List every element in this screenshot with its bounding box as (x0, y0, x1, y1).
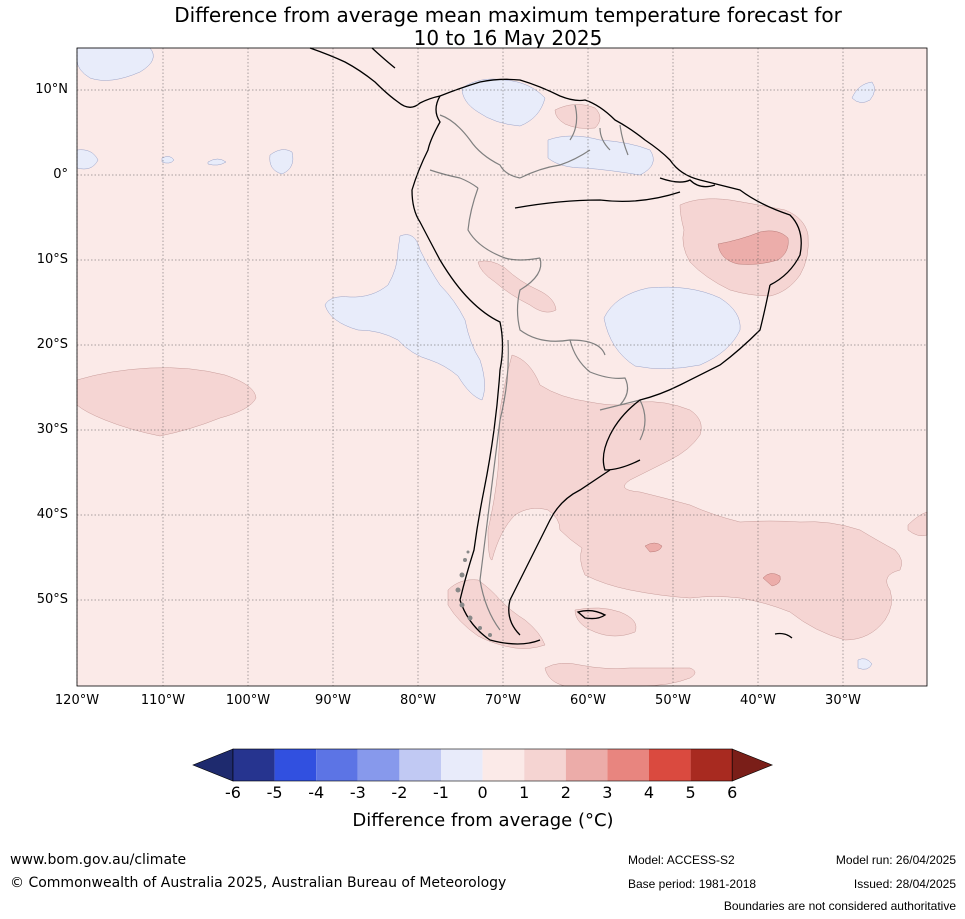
colorbar-swatch (233, 749, 275, 781)
colorbar-swatch (357, 749, 400, 781)
chart-title: Difference from average mean maximum tem… (0, 4, 965, 50)
title-line-1: Difference from average mean maximum tem… (174, 3, 842, 27)
positive-region-argentina (487, 354, 902, 641)
border-bolivia (516, 257, 606, 356)
strong-region-atlantic1 (644, 542, 663, 553)
base-period: Base period: 1981-2018 (628, 877, 757, 891)
border-paraguay (569, 339, 629, 406)
coast-falklands (576, 609, 607, 620)
border-brazil-venezuela (519, 149, 591, 179)
colorbar-tick-label: 2 (560, 783, 571, 802)
colorbar-swatch (565, 749, 608, 781)
longitude-label: 100°W (225, 693, 271, 708)
colorbar-swatch (524, 749, 566, 781)
colorbar-swatch (690, 749, 733, 781)
strong-region-ne-brazil (717, 230, 789, 265)
negative-region-small1 (161, 156, 175, 164)
copyright-text: © Commonwealth of Australia 2025, Austra… (10, 875, 507, 891)
longitude-label: 60°W (570, 693, 606, 708)
colorbar-tick-label: 5 (685, 783, 696, 802)
border-peru-brazil (467, 187, 541, 261)
longitude-label: 50°W (655, 693, 691, 708)
longitude-label: 30°W (825, 693, 861, 708)
colorbar-tick-label: -6 (225, 783, 241, 802)
map-panel (76, 47, 928, 687)
latitude-label: 0° (53, 167, 68, 182)
negative-anomaly-regions (76, 47, 875, 670)
model-name: Model: ACCESS-S2 (628, 853, 735, 867)
negative-region-south (857, 658, 873, 670)
negative-region-small3 (269, 149, 294, 175)
border-chile-argentina (479, 339, 509, 631)
colorbar-swatch (649, 749, 691, 781)
longitude-label: 120°W (54, 693, 100, 708)
colorbar-tick-label: 6 (727, 783, 738, 802)
negative-region-nw (76, 47, 154, 81)
border-guianas (569, 104, 629, 156)
colorbar-title: Difference from average (°C) (352, 810, 614, 831)
latitude-label: 30°S (36, 422, 68, 437)
longitude-label: 110°W (140, 693, 186, 708)
strong-region-atlantic2 (762, 573, 781, 587)
coast-argentina (508, 469, 611, 636)
coast-brazil-east (602, 284, 771, 471)
colorbar (192, 748, 774, 782)
negative-region-atlantic (851, 81, 875, 103)
colorbar-swatch (482, 749, 525, 781)
latitude-label: 50°S (36, 592, 68, 607)
latitude-label: 20°S (36, 337, 68, 352)
colorbar-tick-label: -5 (266, 783, 283, 802)
colorbar-under-arrow (192, 748, 234, 782)
coast-central-america (309, 47, 441, 108)
positive-region-bolivia (477, 260, 557, 313)
title-line-2: 10 to 16 May 2025 (413, 26, 603, 50)
positive-region-falklands (574, 607, 637, 637)
colorbar-swatch (607, 749, 649, 781)
colorbar-swatch (441, 749, 483, 781)
colorbar-tick-label: 1 (519, 783, 530, 802)
colorbar-tick-label: 4 (643, 783, 655, 802)
longitude-label: 80°W (400, 693, 436, 708)
colorbar-swatch (316, 749, 358, 781)
strong-anomaly-regions (644, 230, 789, 587)
longitude-label: 40°W (740, 693, 776, 708)
colorbar-swatch (274, 749, 317, 781)
negative-region-guiana (547, 135, 654, 176)
colorbar-tick-label: -1 (433, 783, 449, 802)
latitude-label: 40°S (36, 507, 68, 522)
map-frame (76, 47, 928, 687)
colorbar-frame (232, 748, 733, 782)
border-venezuela-colombia (439, 114, 521, 179)
negative-region-brazil (603, 286, 741, 370)
chile-archipelago (455, 550, 492, 637)
negative-region-pacific (324, 234, 485, 401)
coast-south-america-west (411, 95, 541, 645)
positive-region-caribbean (554, 104, 601, 129)
latitude-label: 10°N (35, 82, 68, 97)
colorbar-tick-label: -3 (349, 783, 366, 802)
colorbar-tick-label: 3 (602, 783, 613, 802)
longitude-label: 90°W (315, 693, 351, 708)
longitude-label: 70°W (485, 693, 521, 708)
coastline (309, 47, 802, 645)
issued-date: Issued: 28/04/2025 (853, 877, 956, 891)
latitude-label: 10°S (36, 252, 68, 267)
coast-amazon-river (514, 191, 681, 209)
colorbar-tick-label: -4 (308, 783, 325, 802)
coast-amazon-mouth (659, 177, 716, 188)
negative-region-equator-w (76, 149, 99, 170)
colorbar-swatch (399, 749, 441, 781)
negative-region-small2 (207, 158, 227, 166)
coast-south-georgia (774, 632, 793, 639)
colorbar-tick-label: 0 (477, 783, 488, 802)
coast-caribbean (439, 78, 802, 286)
colorbar-over-arrow (731, 748, 774, 782)
website-link[interactable]: www.bom.gov.au/climate (10, 852, 187, 868)
model-run-date: Model run: 26/04/2025 (835, 853, 956, 867)
border-colombia-ecuador (429, 169, 479, 189)
boundaries-disclaimer: Boundaries are not considered authoritat… (723, 899, 956, 913)
positive-region-pacific (76, 367, 257, 437)
colorbar-tick-label: -2 (391, 783, 408, 802)
